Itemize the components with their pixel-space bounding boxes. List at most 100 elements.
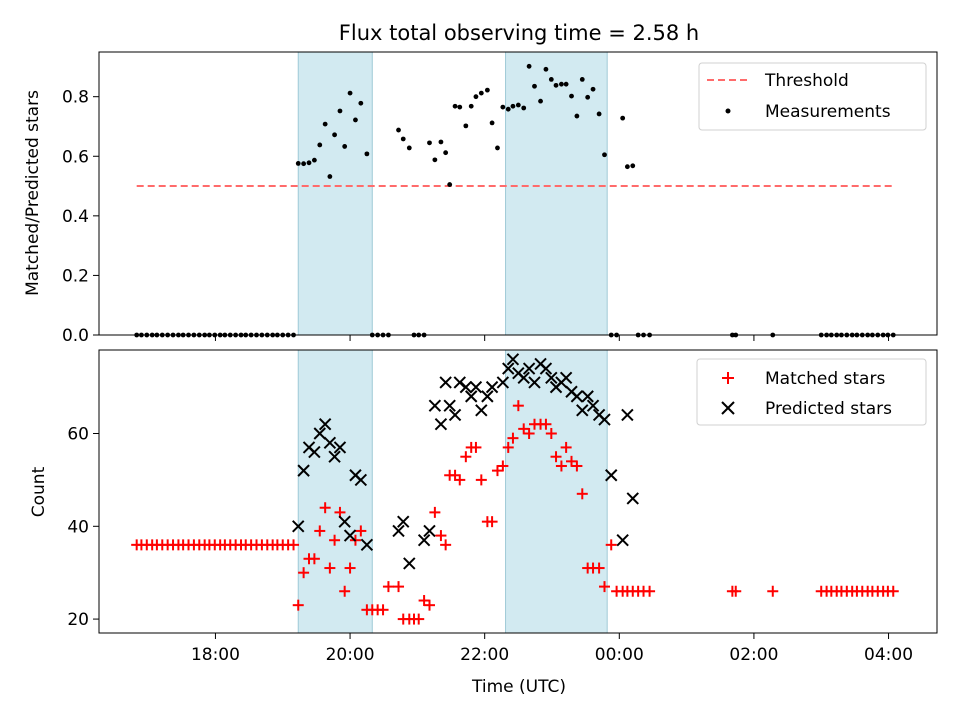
bottom-panel: 20 40 60 18:00 20:00 22:00 00:00 02:00 04:00 Ti… (29, 349, 938, 697)
matched-stars-point (382, 581, 394, 593)
matched-stars-point (730, 585, 742, 597)
matched-stars-point (298, 567, 310, 579)
predicted-stars-point (586, 399, 600, 412)
bottom-legend: Matched stars Predicted stars (696, 358, 927, 426)
predicted-stars-point (528, 376, 541, 389)
y-tick-label: 0.6 (62, 147, 89, 167)
matched-stars-point (644, 585, 656, 597)
predicted-stars-point (605, 469, 618, 482)
measurement-point (342, 144, 348, 149)
measurement-point (515, 102, 521, 108)
measurement-point (322, 121, 328, 127)
measurement-point (495, 145, 500, 151)
predicted-stars-point (506, 353, 520, 366)
y-tick-label: 0.8 (62, 88, 89, 108)
matched-stars-point (523, 428, 535, 440)
y-tick-label: 40 (67, 517, 89, 537)
matched-stars-point (314, 525, 326, 537)
predicted-stars-point (448, 408, 462, 422)
bottom-y-axis-label: Count (29, 466, 49, 517)
measurement-point (432, 157, 438, 163)
shaded-interval (297, 51, 373, 336)
predicted-stars-point (323, 436, 337, 449)
measurement-point (463, 123, 469, 129)
measurement-point (543, 66, 549, 72)
predicted-stars-point (428, 399, 442, 412)
x-tick-label: 00:00 (595, 645, 644, 665)
predicted-stars-point (459, 380, 473, 394)
matched-stars-point (470, 441, 482, 453)
measurement-point (630, 163, 636, 169)
measurement-point (396, 127, 401, 133)
matched-stars-point (292, 599, 304, 611)
series-matched-stars (131, 400, 899, 625)
matched-stars-point (605, 539, 617, 551)
measurement-point (473, 94, 479, 100)
matched-stars-point (454, 474, 466, 486)
measurement-point (364, 151, 370, 157)
predicted-stars-point (517, 371, 530, 385)
measurement-point (596, 111, 602, 117)
y-tick-label: 20 (67, 610, 89, 630)
measurement-point (500, 104, 506, 110)
matched-stars-point (540, 418, 552, 430)
predicted-stars-point (297, 464, 310, 477)
measurement-point (438, 139, 444, 145)
measurement-point (311, 157, 317, 163)
predicted-stars-point (308, 445, 321, 459)
x-tick-label: 20:00 (326, 645, 375, 665)
predicted-stars-point (403, 557, 416, 570)
bottom-plot-area (131, 353, 899, 625)
bottom-axes-frame (98, 349, 938, 634)
bottom-shaded-intervals (297, 349, 608, 634)
measurement-point (327, 174, 333, 179)
measurement-point (427, 140, 432, 146)
predicted-stars-point (439, 376, 452, 389)
measurement-point (347, 90, 353, 96)
y-tick-label: 60 (67, 425, 89, 445)
measurements-legend-swatch (725, 108, 731, 114)
measurement-point (457, 104, 463, 110)
measurement-point (569, 93, 574, 99)
shaded-interval (505, 51, 608, 336)
bottom-legend-box (696, 358, 927, 426)
measurement-point (526, 63, 532, 69)
measurement-point (301, 161, 307, 167)
predicted-stars-point (576, 404, 589, 417)
matched-stars-point (475, 474, 487, 486)
measurement-point (478, 90, 484, 96)
x-tick-label: 22:00 (460, 645, 509, 665)
predicted-stars-point (292, 520, 305, 533)
measurement-point (624, 164, 630, 170)
matched-stars-point (339, 585, 351, 597)
matched-stars-point (319, 502, 331, 514)
measurement-point (521, 105, 527, 111)
top-axes-frame (98, 51, 938, 336)
predicted-stars-point (333, 441, 347, 454)
predicted-stars-point (545, 371, 558, 385)
matched-stars-point (545, 428, 557, 440)
x-tick-label: 02:00 (729, 645, 778, 665)
measurement-point (579, 77, 585, 82)
x-axis-label: Time (UTC) (471, 677, 566, 697)
measurement-point (548, 77, 554, 82)
x-tick-label: 04:00 (864, 645, 913, 665)
predicted-stars-point (397, 515, 410, 528)
matched-stars-point (440, 539, 452, 551)
y-tick-label: 0.2 (62, 266, 89, 286)
measurement-point (306, 160, 312, 166)
matched-stars-point (593, 562, 605, 574)
matched-stars-point (435, 530, 447, 542)
predicted-stars-point (502, 362, 515, 375)
predicted-stars-point (475, 404, 488, 417)
predicted-stars-point (313, 427, 326, 440)
measurement-point (332, 132, 337, 138)
matched-stars-point (512, 400, 524, 412)
predicted-stars-point (343, 529, 357, 542)
measurement-point (358, 100, 364, 106)
measurement-point (602, 152, 607, 158)
matched-stars-point (377, 604, 389, 616)
measurement-point (317, 142, 323, 148)
predicted-stars-point (465, 390, 478, 403)
